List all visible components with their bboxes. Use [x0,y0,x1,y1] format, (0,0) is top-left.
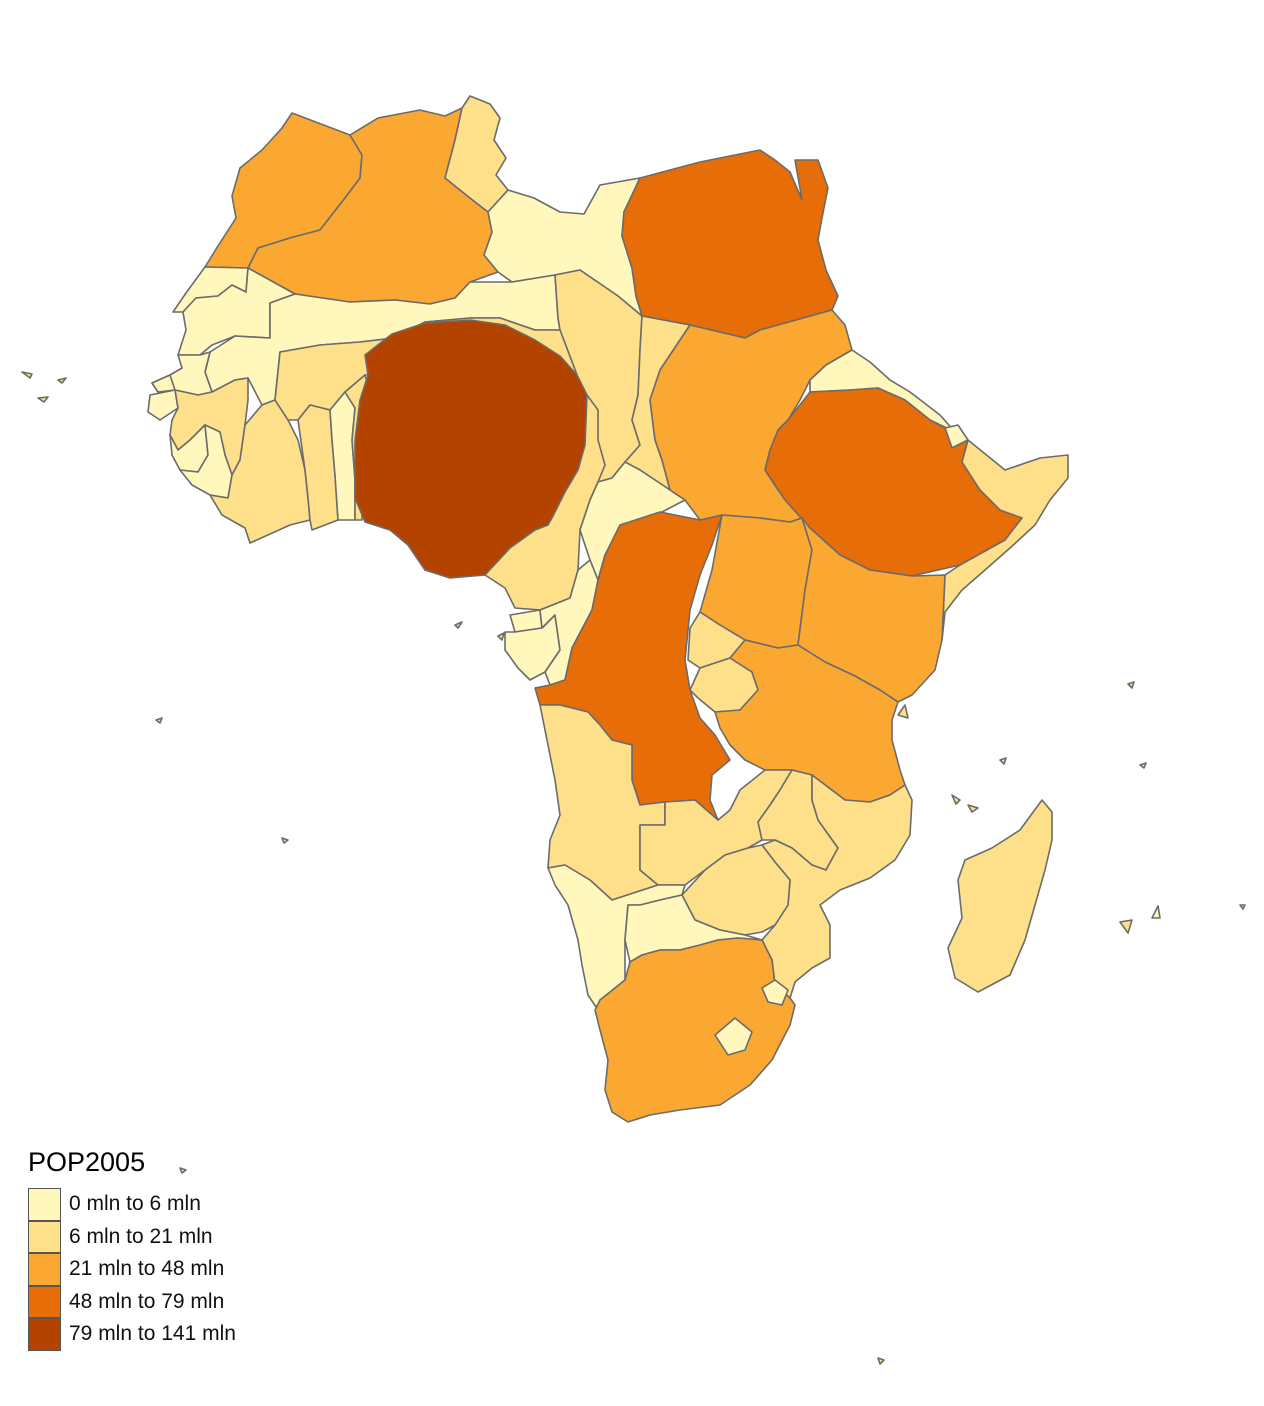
region-cameroon [484,394,606,611]
legend-label: 79 mln to 141 mln [69,1322,236,1346]
region-swaziland [761,979,789,1006]
legend-label: 0 mln to 6 mln [69,1192,201,1216]
map-legend: POP2005 0 mln to 6 mln 6 mln to 21 mln 2… [28,1146,236,1351]
legend-title: POP2005 [28,1147,146,1177]
region-liberia [179,424,233,499]
legend-item: 21 mln to 48 mln [28,1253,236,1286]
legend-label: 6 mln to 21 mln [69,1224,213,1248]
region-mayotte [1151,905,1161,919]
region-somalia [941,439,1069,641]
legend-swatch [28,1318,61,1351]
legend-label: 21 mln to 48 mln [69,1257,225,1281]
region-tunisia [444,95,509,213]
legend-item: 48 mln to 79 mln [28,1285,236,1318]
region-madagascar [947,799,1053,993]
legend-label: 48 mln to 79 mln [69,1289,225,1313]
region-cote-divoire [209,399,311,544]
legend-swatch [28,1220,61,1253]
small-island-specks [21,371,1246,1365]
legend-item: 6 mln to 21 mln [28,1220,236,1253]
legend-swatch [28,1188,61,1221]
region-kenya [797,517,946,703]
region-lesotho [714,1017,753,1056]
legend-item: 79 mln to 141 mln [28,1318,236,1351]
legend-item: 0 mln to 6 mln [28,1188,236,1221]
legend-swatch [28,1253,61,1286]
region-egypt [621,149,839,339]
region-gambia [151,374,176,393]
region-comoros [1119,919,1133,934]
legend-swatch [28,1285,61,1318]
region-south-africa [594,937,796,1123]
region-guinea-bissau [147,389,179,421]
